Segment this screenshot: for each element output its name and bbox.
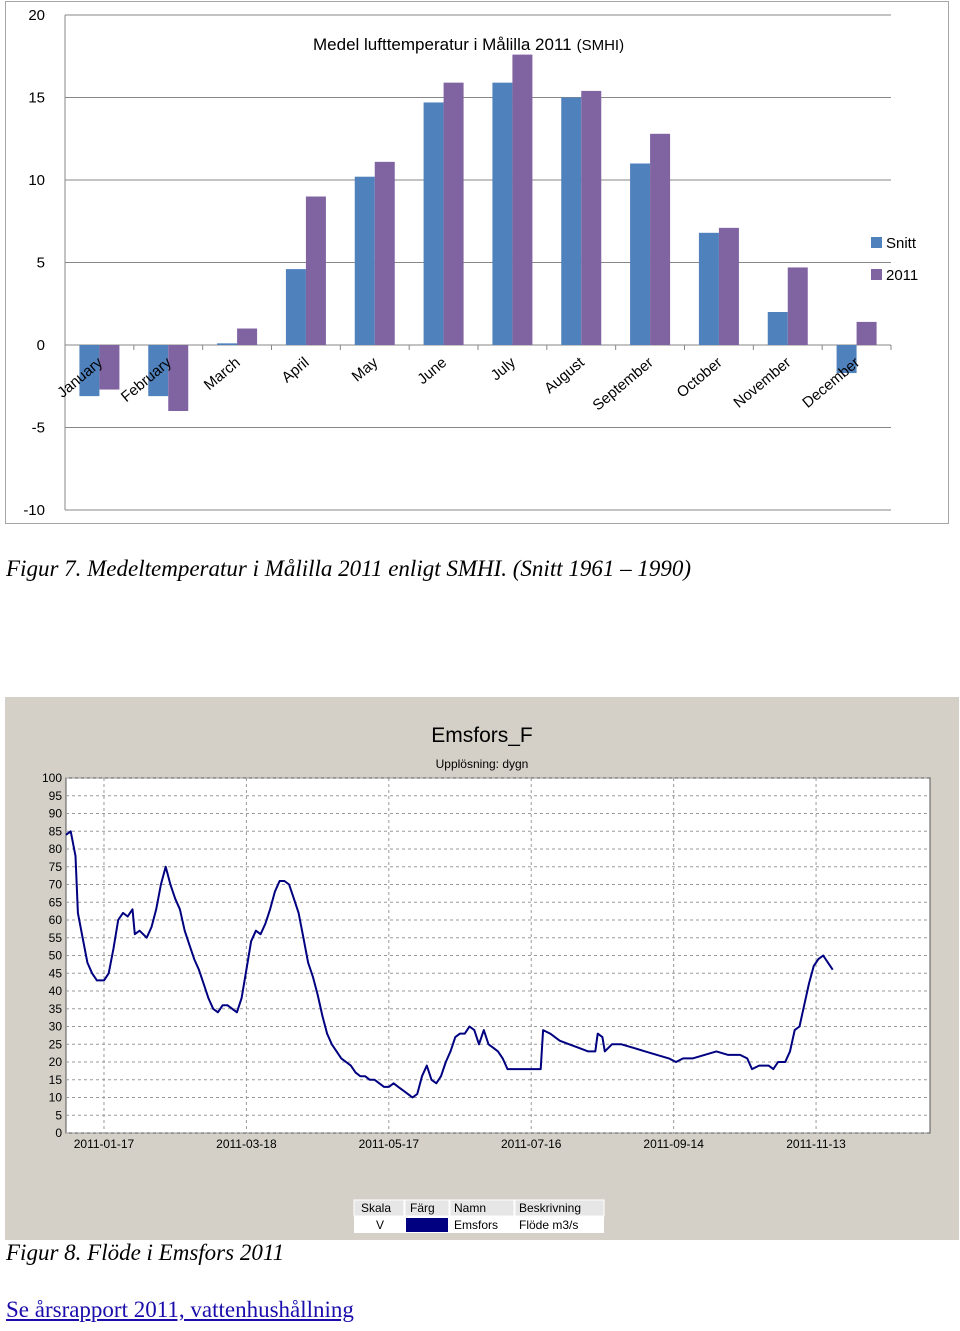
y-tick-label: -10 xyxy=(23,502,45,519)
annual-report-link[interactable]: Se årsrapport 2011, vattenhushållning xyxy=(6,1297,354,1322)
y-tick-label: 5 xyxy=(55,1108,62,1122)
x-tick-label: 2011-07-16 xyxy=(501,1137,562,1151)
legend-header-cell xyxy=(353,1199,405,1217)
y-tick-label: 20 xyxy=(49,1055,63,1069)
legend-header-cell xyxy=(404,1199,450,1217)
flow-series xyxy=(65,830,834,1099)
legend-scale-value: V xyxy=(376,1218,384,1232)
bar-2011-may xyxy=(374,161,395,345)
y-tick-label: 35 xyxy=(49,1002,63,1016)
flow-line-chart: Emsfors_F Upplösning: dygn 1009590858075… xyxy=(5,697,959,1240)
flow-line xyxy=(65,830,834,1099)
legend-header-beskrivning: Beskrivning xyxy=(519,1201,581,1215)
y-tick-label: 75 xyxy=(49,860,63,874)
bar-snitt-april xyxy=(285,269,306,345)
legend-header-skala: Skala xyxy=(361,1201,391,1215)
legend-header-cell xyxy=(449,1199,515,1217)
bar-2011-april xyxy=(305,196,326,345)
legend-swatch xyxy=(871,237,882,248)
y-tick-labels: 20 15 10 5 0 -5 -10 xyxy=(23,7,45,519)
y-tick-label: 70 xyxy=(49,878,63,892)
x-tick-labels: 2011-01-17 2011-03-18 2011-05-17 2011-07-16… xyxy=(74,1137,846,1151)
legend-label: Snitt xyxy=(886,235,917,252)
y-tick-labels: 1009590858075706560555045403530252015105… xyxy=(42,771,62,1140)
gridlines xyxy=(66,777,930,1134)
legend-color-swatch xyxy=(406,1218,448,1232)
bars xyxy=(79,54,892,411)
bar-2011-february xyxy=(168,345,189,411)
legend-header-namn: Namn xyxy=(454,1201,486,1215)
y-tick-label: 60 xyxy=(49,913,63,927)
legend-header-farg: Färg xyxy=(410,1201,435,1215)
bar-snitt-may xyxy=(354,176,375,345)
y-tick-label: -5 xyxy=(32,420,45,437)
bar-snitt-february xyxy=(148,345,169,397)
y-tick-label: 10 xyxy=(49,1091,63,1105)
legend-series-name: Emsfors xyxy=(454,1218,498,1232)
legend-table: Skala Färg Namn Beskrivning V Emsfors Fl… xyxy=(353,1199,605,1233)
legend-swatch xyxy=(871,269,882,280)
y-tick-label: 90 xyxy=(49,807,63,821)
legend-series-description: Flöde m3/s xyxy=(519,1218,578,1232)
bar-snitt-september xyxy=(630,163,651,345)
bar-2011-november xyxy=(787,267,808,345)
y-tick-label: 55 xyxy=(49,931,63,945)
y-tick-label: 15 xyxy=(28,90,45,107)
y-tick-label: 15 xyxy=(49,1073,63,1087)
y-tick-label: 25 xyxy=(49,1037,63,1051)
y-tick-label: 80 xyxy=(49,842,63,856)
legend-header-cell xyxy=(514,1199,605,1217)
x-tick-label: 2011-01-17 xyxy=(74,1137,135,1151)
x-tick-label: 2011-05-17 xyxy=(359,1137,420,1151)
bar-snitt-november xyxy=(767,312,788,345)
legend-label: 2011 xyxy=(886,267,918,284)
y-tick-label: 10 xyxy=(28,172,45,189)
bar-snitt-june xyxy=(423,102,444,345)
x-tick-label: 2011-09-14 xyxy=(643,1137,704,1151)
bar-2011-october xyxy=(718,227,739,345)
y-tick-label: 85 xyxy=(49,824,63,838)
bar-2011-december xyxy=(856,321,877,345)
chart-title: Medel lufttemperatur i Målilla 2011 (SMHI… xyxy=(313,35,624,54)
bar-snitt-august xyxy=(561,97,582,345)
chart-subtitle: Upplösning: dygn xyxy=(436,757,529,771)
y-tick-label: 20 xyxy=(28,7,45,24)
y-tick-label: 100 xyxy=(42,771,62,785)
y-tick-label: 0 xyxy=(37,337,45,354)
bar-snitt-july xyxy=(492,82,513,346)
y-tick-label: 40 xyxy=(49,984,63,998)
bar-2011-march xyxy=(237,328,258,345)
bar-2011-september xyxy=(650,133,671,345)
bar-2011-august xyxy=(581,90,602,346)
y-tick-label: 0 xyxy=(55,1126,62,1140)
chart-title: Emsfors_F xyxy=(431,724,533,747)
y-tick-label: 5 xyxy=(37,255,45,272)
bar-snitt-december xyxy=(836,345,857,374)
bar-2011-january xyxy=(99,345,120,390)
legend: Snitt 2011 xyxy=(871,235,918,284)
y-tick-label: 50 xyxy=(49,949,63,963)
bar-snitt-march xyxy=(217,343,238,345)
figure-7-caption: Figur 7. Medeltemperatur i Målilla 2011 … xyxy=(6,556,692,581)
y-tick-label: 65 xyxy=(49,895,63,909)
bar-2011-june xyxy=(443,82,464,346)
y-tick-label: 45 xyxy=(49,966,63,980)
y-tick-label: 95 xyxy=(49,789,63,803)
bar-snitt-october xyxy=(698,232,719,345)
x-tick-label: 2011-03-18 xyxy=(216,1137,277,1151)
bar-snitt-january xyxy=(79,345,100,397)
bar-2011-july xyxy=(512,54,533,345)
y-tick-label: 30 xyxy=(49,1020,63,1034)
x-tick-label: 2011-11-13 xyxy=(786,1137,846,1151)
figure-8-caption: Figur 8. Flöde i Emsfors 2011 xyxy=(6,1240,285,1265)
